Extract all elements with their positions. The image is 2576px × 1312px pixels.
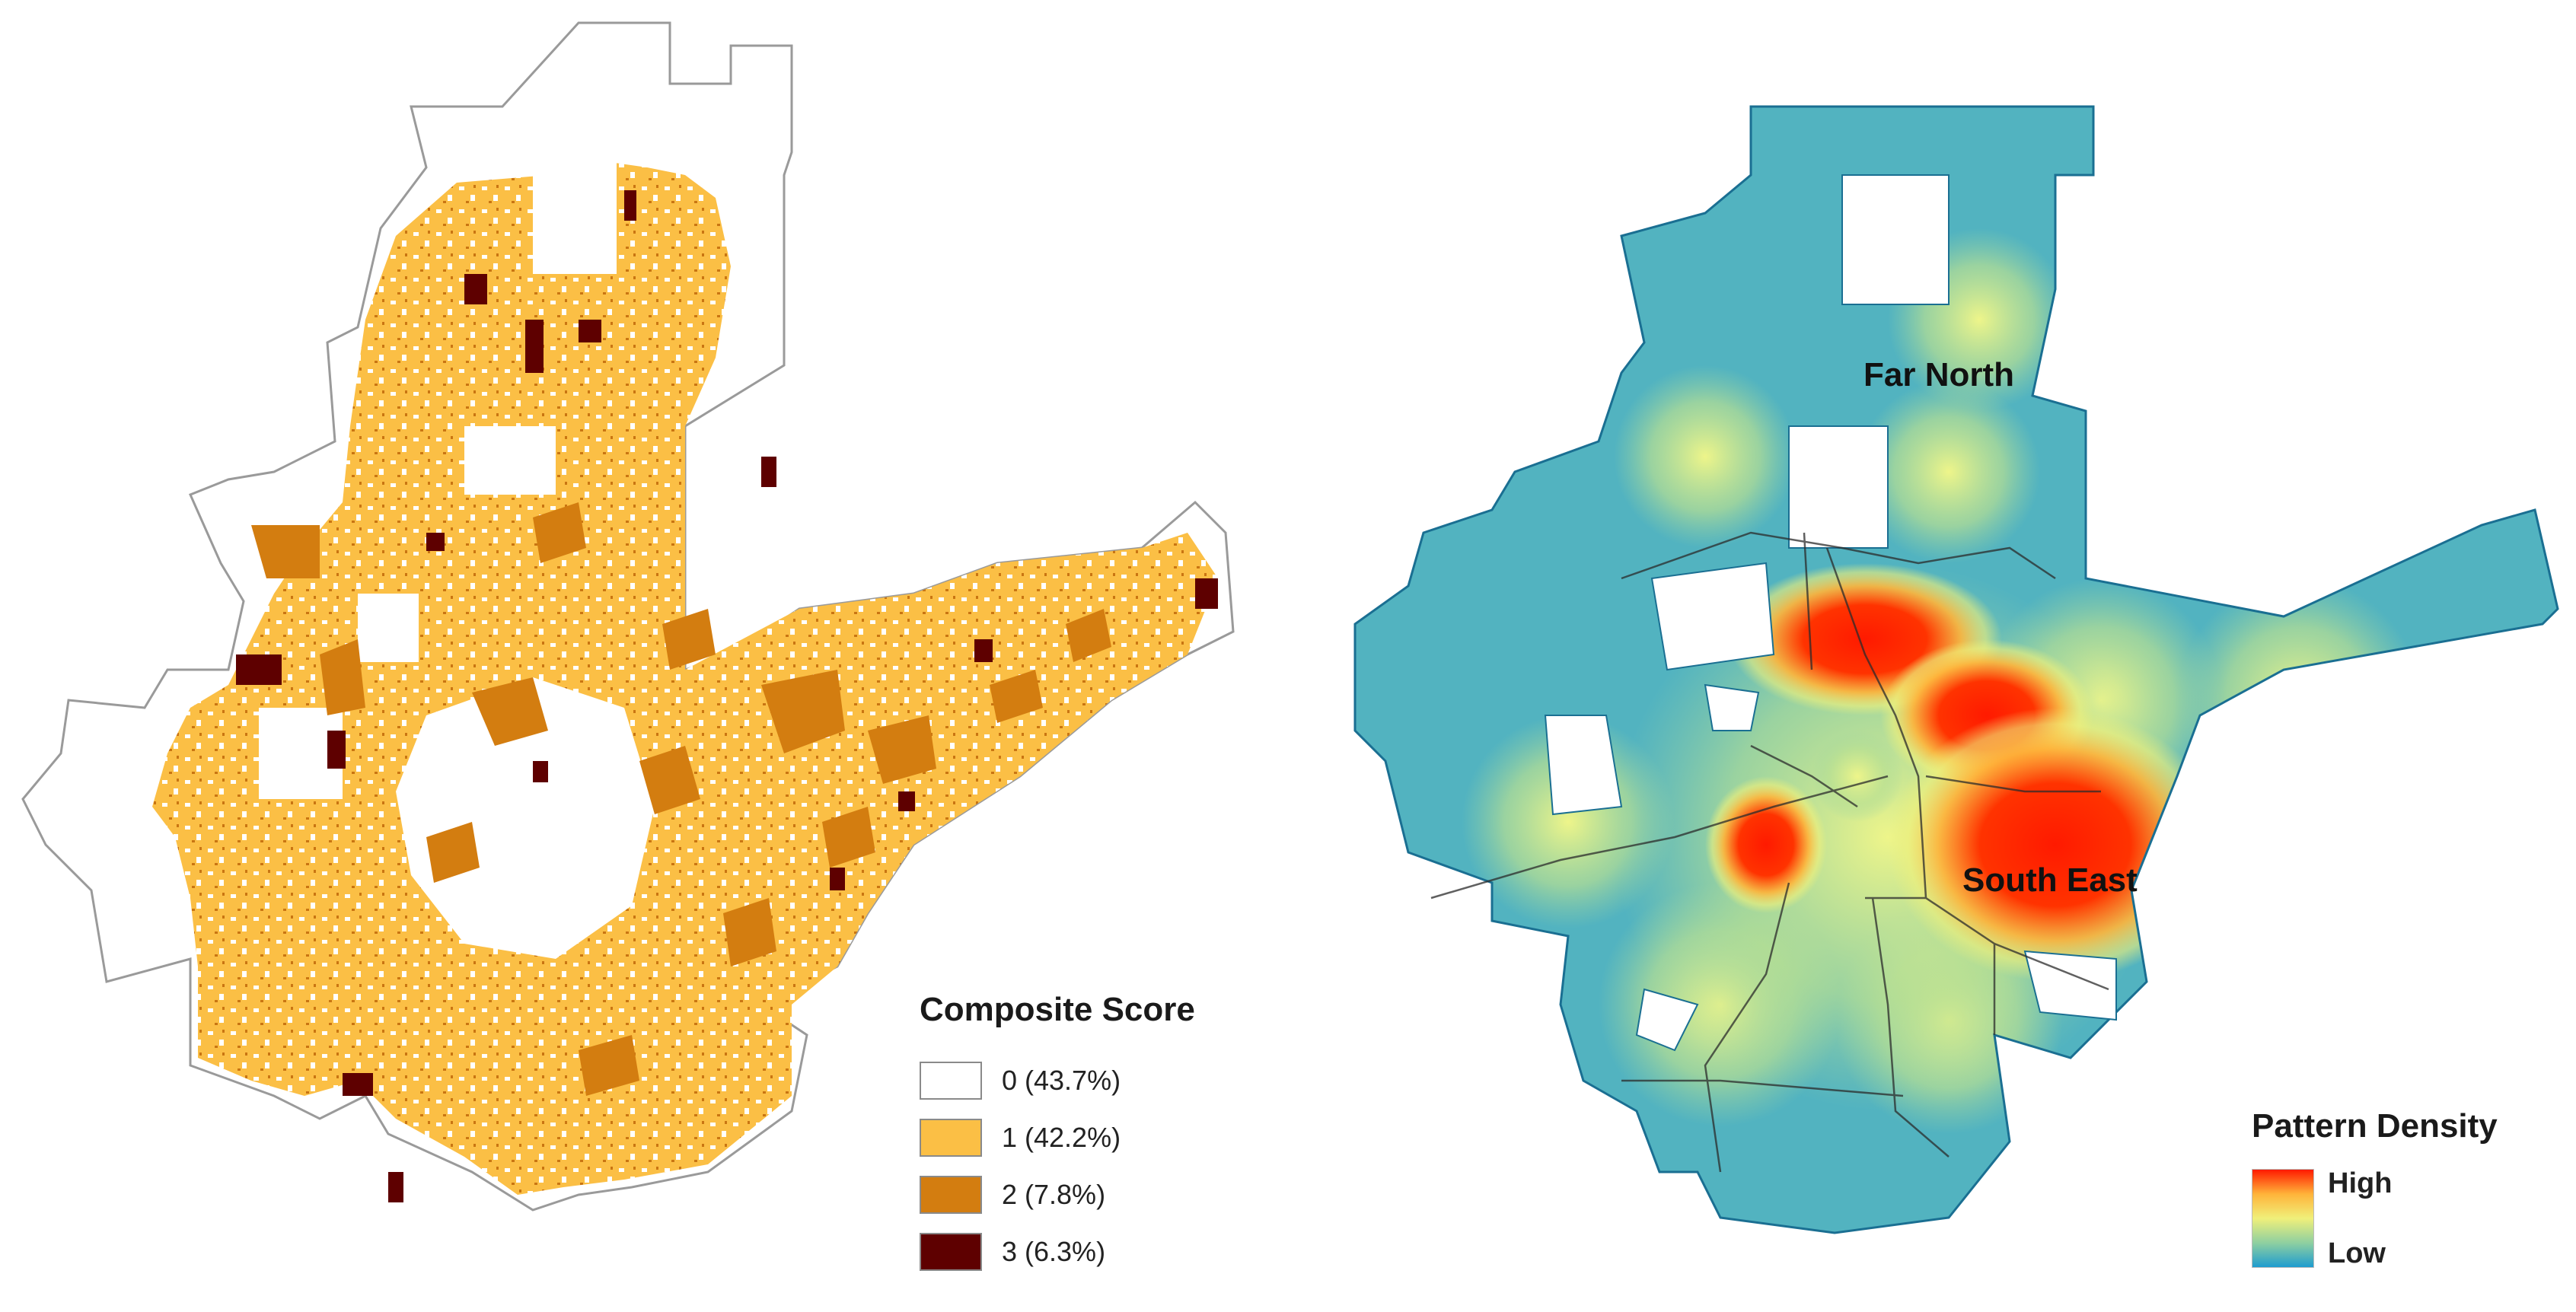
composite-score-2-patches [251,502,1111,1096]
density-legend-title: Pattern Density [2252,1107,2498,1145]
pattern-density-map [1353,105,2559,1234]
density-holes [1544,174,2117,1052]
composite-legend-swatch-1 [920,1119,982,1157]
composite-legend-label-2: 2 (7.8%) [1002,1179,1106,1210]
composite-score-3-patches [236,190,1218,1202]
composite-legend-label-0: 0 (43.7%) [1002,1065,1121,1096]
composite-legend-swatch-0 [920,1062,982,1100]
composite-score-fill [152,160,1218,1195]
composite-score-gaps [259,152,655,959]
composite-legend-label-1: 1 (42.2%) [1002,1122,1121,1153]
district-lines [1430,531,2109,1173]
density-boundary-outline [1353,105,2559,1234]
density-legend-high: High [2328,1167,2393,1199]
composite-legend-swatch-2 [920,1176,982,1214]
density-legend-low: Low [2328,1237,2386,1269]
region-label-south-east: South East [1962,861,2138,899]
density-color-ramp [2252,1169,2314,1268]
composite-legend-title: Composite Score [920,991,1195,1028]
composite-legend-swatch-3 [920,1233,982,1271]
composite-legend-label-3: 3 (6.3%) [1002,1236,1106,1267]
composite-score-map [21,21,1235,1212]
region-label-far-north: Far North [1863,356,2014,393]
